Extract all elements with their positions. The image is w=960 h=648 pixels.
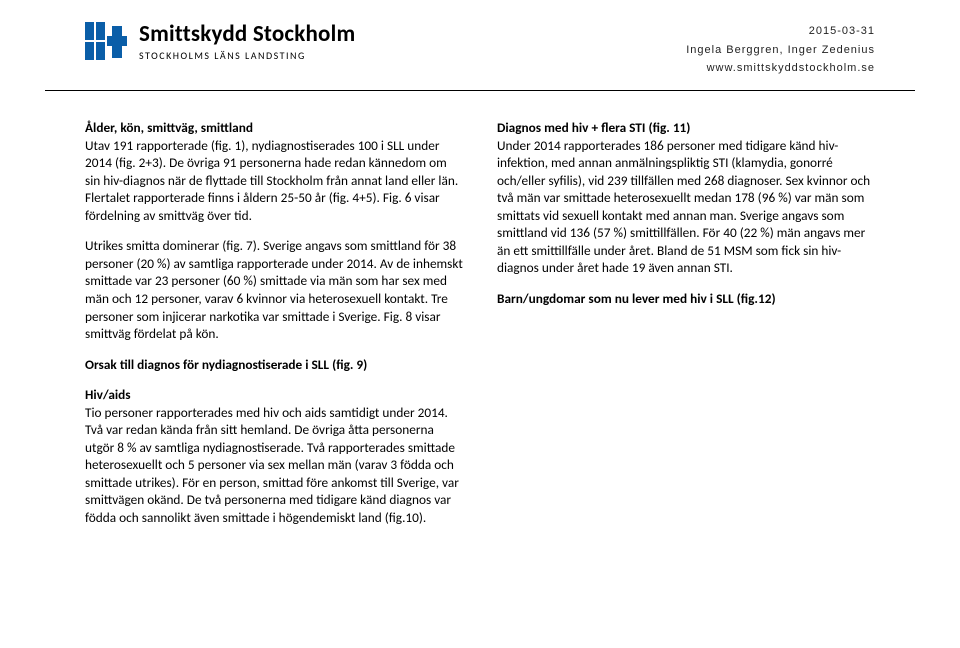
paragraph-text: Tio personer rapporterades med hiv och a… <box>85 404 459 526</box>
main-content: Ålder, kön, smittväg, smittland Utav 191… <box>0 91 960 539</box>
paragraph-text: Utav 191 rapporterade (fig. 1), nydiagno… <box>85 137 458 224</box>
paragraph-text: Utrikes smitta dominerar (fig. 7). Sveri… <box>85 237 463 342</box>
section-heading-children: Barn/ungdomar som nu lever med hiv i SLL… <box>497 290 875 308</box>
page-header: Smittskydd Stockholm STOCKHOLMS LÄNS LAN… <box>45 0 915 91</box>
brand-title: Smittskydd Stockholm <box>139 22 355 47</box>
section-heading-diagnos: Diagnos med hiv + flera STI (fig. 11) Un… <box>497 119 875 277</box>
section-heading-age: Ålder, kön, smittväg, smittland Utav 191… <box>85 119 463 224</box>
heading-text: Ålder, kön, smittväg, smittland <box>85 119 253 136</box>
paragraph-text: Under 2014 rapporterades 186 personer me… <box>497 137 870 277</box>
left-column: Ålder, kön, smittväg, smittland Utav 191… <box>85 119 463 539</box>
section-hiv-aids: Hiv/aids Tio personer rapporterades med … <box>85 386 463 526</box>
header-authors: Ingela Berggren, Inger Zedenius <box>686 41 875 60</box>
right-column: Diagnos med hiv + flera STI (fig. 11) Un… <box>497 119 875 539</box>
header-meta: 2015-03-31 Ingela Berggren, Inger Zedeni… <box>686 22 875 78</box>
brand-logo-icon <box>85 22 129 62</box>
brand-subtitle: STOCKHOLMS LÄNS LANDSTING <box>139 49 355 62</box>
header-date: 2015-03-31 <box>686 22 875 41</box>
heading-text: Diagnos med hiv + flera STI (fig. 11) <box>497 119 690 136</box>
heading-text: Hiv/aids <box>85 386 131 403</box>
brand-block: Smittskydd Stockholm STOCKHOLMS LÄNS LAN… <box>85 22 355 62</box>
section-heading-cause: Orsak till diagnos för nydiagnostiserade… <box>85 356 463 374</box>
brand-text: Smittskydd Stockholm STOCKHOLMS LÄNS LAN… <box>139 22 355 62</box>
header-site: www.smittskyddstockholm.se <box>686 59 875 78</box>
